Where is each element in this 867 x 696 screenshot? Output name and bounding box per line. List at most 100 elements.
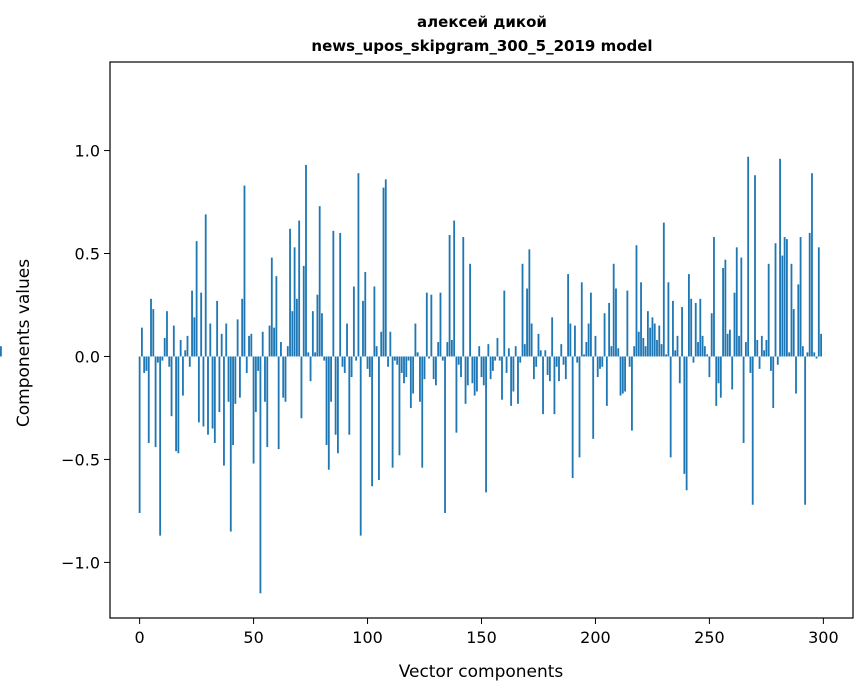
bar-267 xyxy=(747,156,750,357)
bar-12 xyxy=(166,311,168,357)
bar-230 xyxy=(662,222,665,357)
bar-96 xyxy=(357,173,360,357)
bar-16 xyxy=(175,356,177,452)
bar-128 xyxy=(430,294,433,357)
bar-145 xyxy=(469,263,472,357)
bar-109 xyxy=(387,356,389,367)
bar-121 xyxy=(414,323,417,357)
bar-210 xyxy=(617,348,620,357)
bar-97 xyxy=(359,356,362,536)
bar-283 xyxy=(783,237,786,357)
bar-284 xyxy=(785,239,788,357)
bar-118 xyxy=(407,356,410,361)
bar-207 xyxy=(610,346,613,357)
bar-234 xyxy=(672,300,674,357)
bar-140 xyxy=(457,356,460,365)
bar-159 xyxy=(501,356,503,400)
bar-154 xyxy=(489,356,492,380)
bar-187 xyxy=(564,356,567,380)
bar-55 xyxy=(264,356,266,402)
bar-228 xyxy=(658,325,661,357)
bar-194 xyxy=(580,282,583,357)
bar-105 xyxy=(378,356,380,481)
bar-211 xyxy=(619,356,622,396)
bar-202 xyxy=(599,356,601,369)
bar-170 xyxy=(526,288,528,357)
bar-153 xyxy=(487,344,490,357)
bar-177 xyxy=(542,356,544,415)
bar-64 xyxy=(284,356,287,402)
bar-257 xyxy=(724,259,727,357)
bar-293 xyxy=(806,352,809,357)
bar-218 xyxy=(635,245,638,357)
bar-222 xyxy=(644,346,647,357)
bar-192 xyxy=(576,356,579,363)
bar-63 xyxy=(282,356,285,398)
bar-52 xyxy=(257,356,260,371)
bar-236 xyxy=(676,335,679,357)
bar-15 xyxy=(172,325,175,357)
bar-136 xyxy=(448,234,451,357)
bar-104 xyxy=(375,346,378,357)
bar-117 xyxy=(405,356,408,378)
bar-295 xyxy=(811,173,813,357)
bar-146 xyxy=(471,356,474,384)
bar-54 xyxy=(261,331,264,357)
bar-34 xyxy=(216,300,219,357)
bar-89 xyxy=(341,356,344,367)
bar-7 xyxy=(154,356,157,448)
bar-266 xyxy=(744,342,747,357)
bar-217 xyxy=(633,346,636,357)
bar-290 xyxy=(799,237,802,357)
bar-45 xyxy=(241,298,244,357)
bar-275 xyxy=(765,340,768,357)
bar-255 xyxy=(719,356,722,398)
bar-28 xyxy=(202,356,205,427)
bars-group xyxy=(0,156,822,594)
bar-212 xyxy=(621,356,624,394)
bar-203 xyxy=(601,356,604,367)
bar-129 xyxy=(432,356,435,380)
bar-73 xyxy=(305,164,307,357)
bar-184 xyxy=(558,356,560,382)
bar-248 xyxy=(703,346,706,357)
bar-241 xyxy=(687,274,690,357)
bar-101 xyxy=(368,356,371,378)
bar-13 xyxy=(168,356,171,367)
bar-281 xyxy=(779,158,781,357)
x-tick-label: 300 xyxy=(808,628,839,647)
bar-181 xyxy=(551,317,554,357)
y-tick-label: 0.5 xyxy=(75,245,100,264)
bar-143 xyxy=(464,356,467,404)
bar-247 xyxy=(701,335,704,357)
y-axis: −1.0 −0.5 0.0 0.5 1.0 xyxy=(61,142,110,572)
bar-2 xyxy=(143,356,146,373)
bar-254 xyxy=(717,356,720,384)
bar-57 xyxy=(268,325,271,357)
bar-56 xyxy=(266,356,269,448)
bar-175 xyxy=(537,333,540,357)
bar-36 xyxy=(220,333,223,357)
bar-113 xyxy=(396,356,399,365)
bar-276 xyxy=(767,263,770,357)
bar-126 xyxy=(425,292,428,357)
bar-299 xyxy=(820,333,822,357)
bar-233 xyxy=(669,356,672,458)
bar-6 xyxy=(152,309,155,357)
bar-272 xyxy=(758,356,761,369)
bar-75 xyxy=(309,356,312,382)
bar-263 xyxy=(738,335,740,357)
bar-232 xyxy=(667,282,670,357)
bar-172 xyxy=(530,323,533,357)
bar-40 xyxy=(229,356,232,532)
bar-246 xyxy=(699,298,702,357)
bar-178 xyxy=(544,350,547,357)
bar-264 xyxy=(740,257,743,357)
bar-93 xyxy=(350,356,353,378)
bar-250 xyxy=(708,356,711,378)
bar-49 xyxy=(250,333,253,357)
bar-62 xyxy=(280,342,282,357)
bar-209 xyxy=(615,288,617,357)
bar-43 xyxy=(236,319,239,357)
bar-226 xyxy=(653,323,656,357)
